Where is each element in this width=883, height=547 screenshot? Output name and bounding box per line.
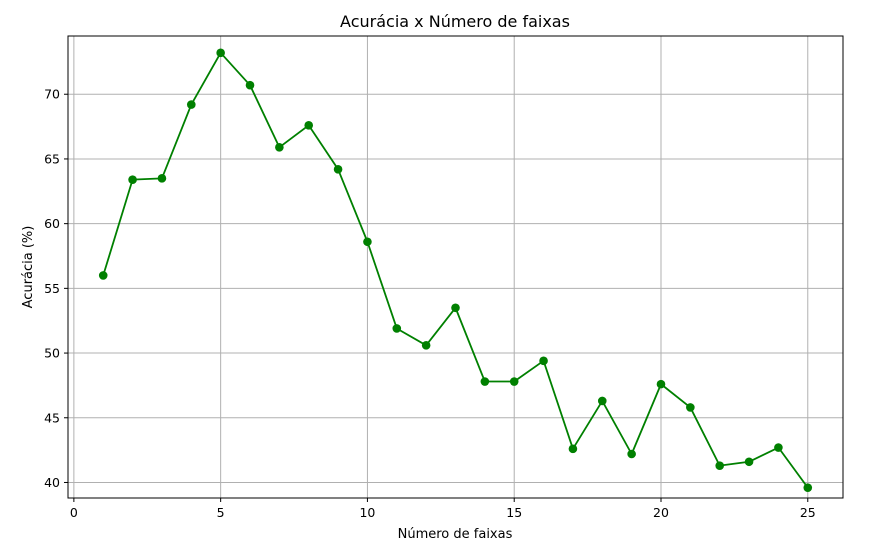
data-point — [275, 142, 284, 152]
data-point — [98, 271, 108, 280]
data-point — [656, 379, 666, 389]
data-point — [451, 303, 460, 313]
x-tick-label: 0 — [70, 505, 78, 520]
data-point — [333, 164, 343, 174]
data-point — [157, 174, 167, 183]
x-tick-label: 15 — [506, 505, 522, 520]
y-tick-label: 70 — [44, 87, 60, 102]
data-point — [304, 120, 314, 130]
plot-frame — [67, 35, 844, 499]
y-tick-label: 50 — [44, 346, 60, 361]
grid-lines — [68, 36, 843, 498]
data-point — [509, 377, 519, 386]
y-tick-label: 60 — [44, 216, 60, 231]
x-tick-label: 20 — [653, 505, 669, 520]
chart-title: Acurácia x Número de faixas — [340, 12, 570, 31]
data-point — [186, 100, 196, 109]
data-point — [803, 483, 813, 492]
data-point — [392, 324, 402, 333]
series-line — [102, 51, 809, 489]
y-tick-label: 45 — [44, 410, 60, 425]
data-point — [568, 444, 578, 454]
data-point — [744, 457, 754, 467]
y-tick-label: 40 — [44, 475, 60, 490]
data-point — [539, 356, 548, 366]
data-point — [627, 449, 636, 459]
y-tick-label: 65 — [44, 151, 60, 166]
data-point — [421, 340, 431, 350]
data-point — [597, 396, 607, 406]
data-point — [128, 175, 137, 184]
y-axis-ticks: 40 45 50 55 60 65 70 — [44, 87, 68, 490]
x-tick-label: 25 — [800, 505, 816, 520]
series-group — [98, 48, 813, 492]
data-point — [480, 377, 490, 386]
data-point — [363, 237, 372, 247]
data-point — [715, 461, 725, 470]
data-point — [245, 80, 255, 90]
x-tick-label: 5 — [217, 505, 225, 520]
x-axis-ticks: 0 5 10 15 20 25 — [70, 498, 816, 520]
data-point — [686, 403, 695, 412]
data-point — [774, 443, 783, 452]
y-axis-label: Acurácia (%) — [21, 226, 36, 309]
x-axis-label: Número de faixas — [398, 527, 513, 542]
data-point — [216, 48, 225, 58]
x-tick-label: 10 — [359, 505, 375, 520]
y-tick-label: 55 — [44, 281, 60, 296]
